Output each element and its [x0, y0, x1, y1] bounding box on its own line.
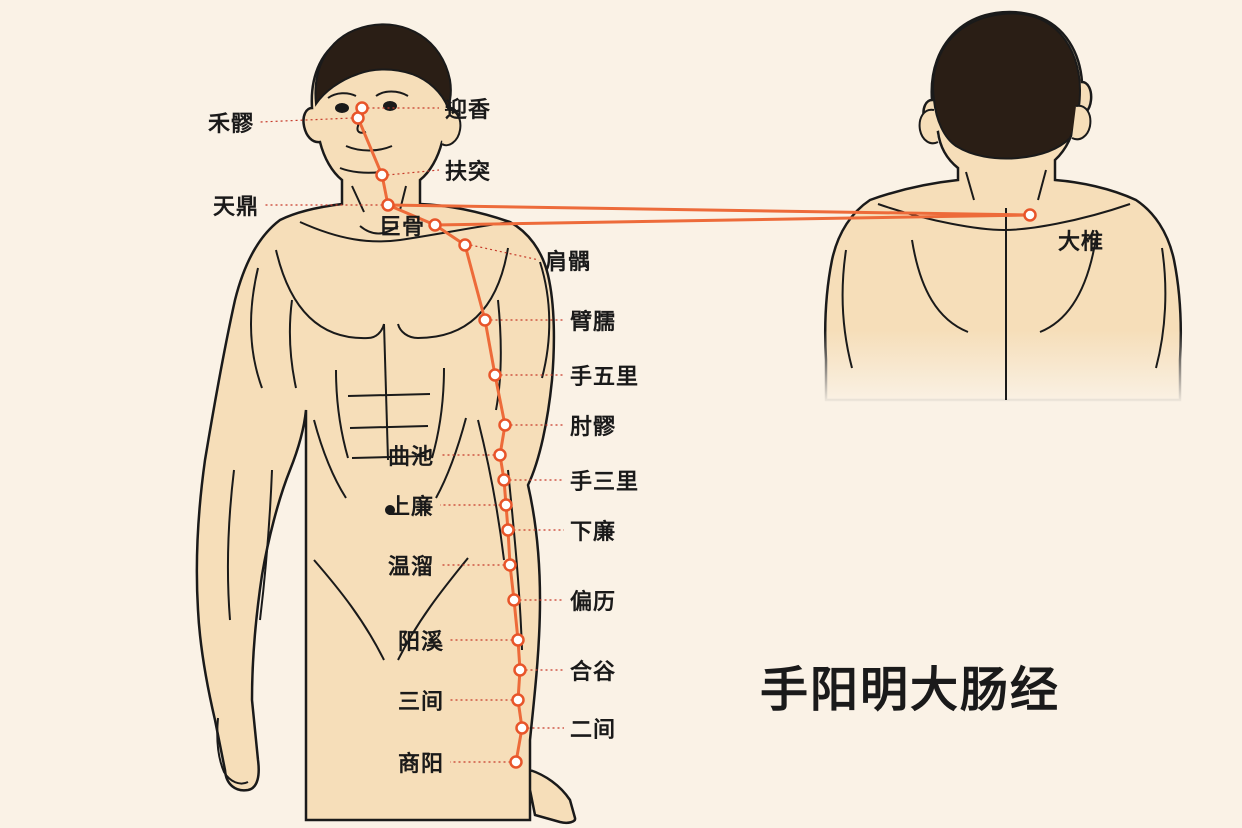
acupoint-label: 迎香 — [445, 92, 491, 124]
acupoint-label: 禾髎 — [208, 106, 254, 138]
acupoint-label: 偏历 — [570, 584, 616, 616]
acupoint-marker — [517, 723, 528, 734]
back-figure — [820, 12, 1190, 405]
acupoint-marker — [490, 370, 501, 381]
acupoint-marker — [511, 757, 522, 768]
acupoint-marker — [509, 595, 520, 606]
acupoint-label: 巨骨 — [379, 209, 425, 241]
acupoint-marker — [505, 560, 516, 571]
acupoint-label: 肘髎 — [570, 409, 616, 441]
acupoint-marker — [460, 240, 471, 251]
acupoint-label: 商阳 — [398, 746, 444, 778]
acupoint-label: 肩髃 — [545, 244, 591, 276]
acupoint-label: 臂臑 — [570, 304, 616, 336]
acupoint-label: 阳溪 — [398, 624, 444, 656]
acupoint-marker — [500, 420, 511, 431]
acupoint-marker — [513, 635, 524, 646]
acupoint-label: 三间 — [398, 684, 444, 716]
acupoint-label: 温溜 — [388, 549, 434, 581]
acupoint-label: 曲池 — [388, 439, 434, 471]
acupoint-marker — [501, 500, 512, 511]
acupoint-label: 大椎 — [1058, 224, 1104, 256]
acupoint-marker — [357, 103, 368, 114]
acupoint-label: 上廉 — [388, 489, 434, 521]
back-hair — [933, 13, 1080, 158]
acupoint-marker — [480, 315, 491, 326]
acupoint-marker — [495, 450, 506, 461]
acupoint-marker — [430, 220, 441, 231]
acupoint-marker — [503, 525, 514, 536]
acupoint-label: 天鼎 — [213, 189, 259, 221]
diagram-title: 手阳明大肠经 — [760, 650, 1060, 720]
acupoint-label: 下廉 — [570, 514, 616, 546]
acupoint-marker — [1025, 210, 1036, 221]
acupoint-label: 手五里 — [570, 359, 639, 391]
acupoint-marker — [515, 665, 526, 676]
acupoint-label: 二间 — [570, 712, 616, 744]
acupoint-marker — [377, 170, 388, 181]
acupoint-marker — [499, 475, 510, 486]
acupoint-label: 合谷 — [570, 654, 616, 686]
acupoint-label: 手三里 — [570, 464, 639, 496]
acupoint-marker — [513, 695, 524, 706]
acupoint-label: 扶突 — [445, 154, 491, 186]
